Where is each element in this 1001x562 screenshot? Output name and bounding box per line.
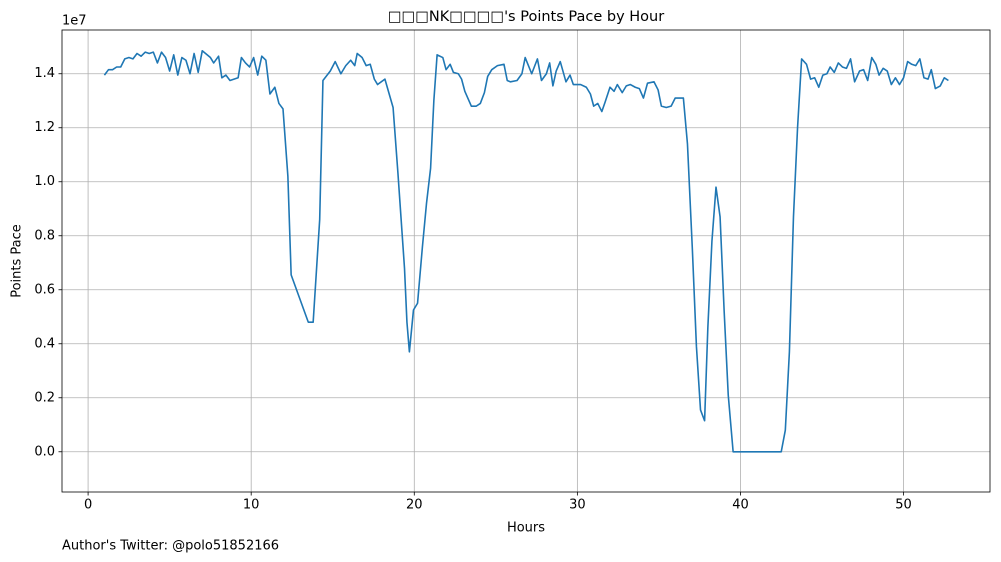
chart-title: □□□NK□□□□'s Points Pace by Hour <box>388 9 664 25</box>
y-tick-label: 1.2 <box>34 120 55 135</box>
y-tick-label: 0.8 <box>34 228 55 243</box>
footer-annotation: Author's Twitter: @polo51852166 <box>62 539 279 554</box>
y-tick-label: 0.6 <box>34 282 55 297</box>
data-line <box>103 49 949 453</box>
x-tick-label: 10 <box>243 498 260 513</box>
x-tick-label: 20 <box>406 498 423 513</box>
y-axis-label: Points Pace <box>10 224 25 298</box>
y-tick-label: 0.0 <box>34 444 55 459</box>
y-tick-label: 1.0 <box>34 174 55 189</box>
x-tick-label: 0 <box>84 498 92 513</box>
plot-frame <box>61 29 991 493</box>
y-tick-label: 1.4 <box>34 66 55 81</box>
x-tick-label: 50 <box>895 498 912 513</box>
x-tick-label: 30 <box>569 498 586 513</box>
y-offset-label: 1e7 <box>62 14 87 29</box>
x-axis-label: Hours <box>507 521 545 536</box>
y-tick-label: 0.2 <box>34 390 55 405</box>
y-tick-label: 0.4 <box>34 336 55 351</box>
x-tick-label: 40 <box>732 498 749 513</box>
